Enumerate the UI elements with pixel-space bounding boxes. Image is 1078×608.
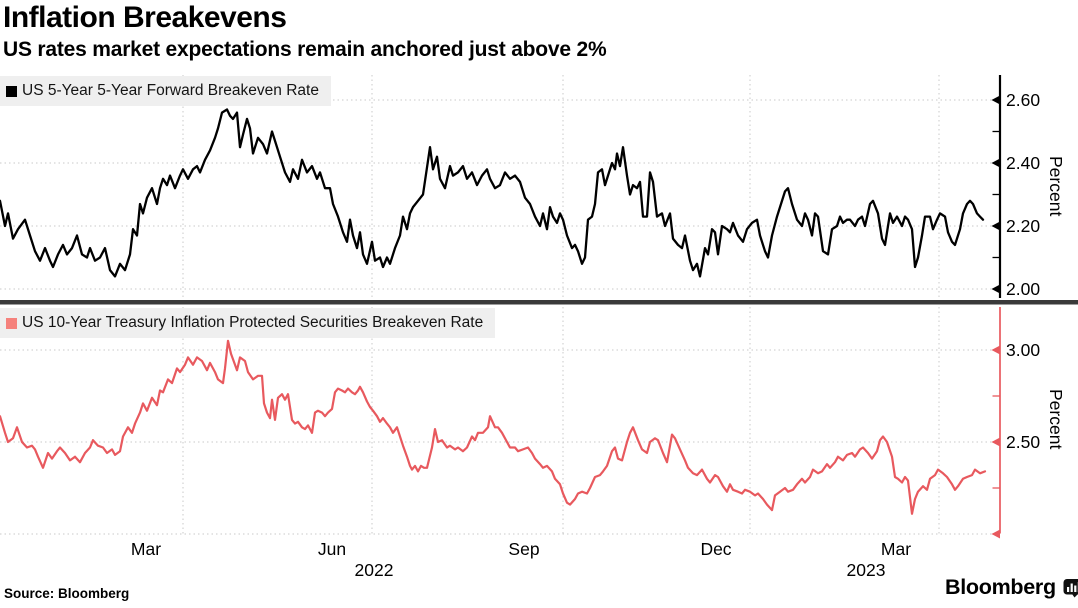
x-tick-label: Sep (508, 539, 540, 559)
y-tick-label: 2.00 (1006, 279, 1041, 299)
series2-swatch-icon (6, 317, 17, 329)
series1-swatch-icon (6, 85, 17, 97)
x-tick-label: Mar (880, 539, 912, 559)
y-tick-label: 2.20 (1006, 216, 1041, 236)
legend-series-2-label: US 10-Year Treasury Inflation Protected … (22, 314, 484, 331)
y-tick-label: 3.00 (1006, 340, 1041, 360)
y-axis-title: Percent (1046, 155, 1066, 216)
legend-series-1: US 5-Year 5-Year Forward Breakeven Rate (0, 76, 331, 106)
x-year-label: 2022 (354, 560, 394, 580)
y-tick-label: 2.50 (1006, 432, 1041, 452)
x-year-label: 2023 (846, 560, 886, 580)
source-label: Source: Bloomberg (4, 586, 130, 601)
x-tick-label: Dec (700, 539, 732, 559)
y-tick-label: 2.40 (1006, 153, 1041, 173)
page-title: Inflation Breakevens (3, 1, 287, 34)
x-tick-label: Mar (130, 539, 162, 559)
legend-series-2: US 10-Year Treasury Inflation Protected … (0, 308, 496, 338)
bloomberg-wordmark: Bloomberg (945, 575, 1056, 599)
y-axis-title: Percent (1046, 389, 1066, 450)
legend-series-1-label: US 5-Year 5-Year Forward Breakeven Rate (22, 82, 319, 99)
bloomberg-logo: Bloomberg (945, 575, 1078, 600)
bloomberg-terminal-icon (1063, 578, 1078, 597)
page-subtitle: US rates market expectations remain anch… (3, 38, 607, 61)
y-tick-label: 2.60 (1006, 90, 1041, 110)
x-tick-label: Jun (317, 539, 347, 559)
